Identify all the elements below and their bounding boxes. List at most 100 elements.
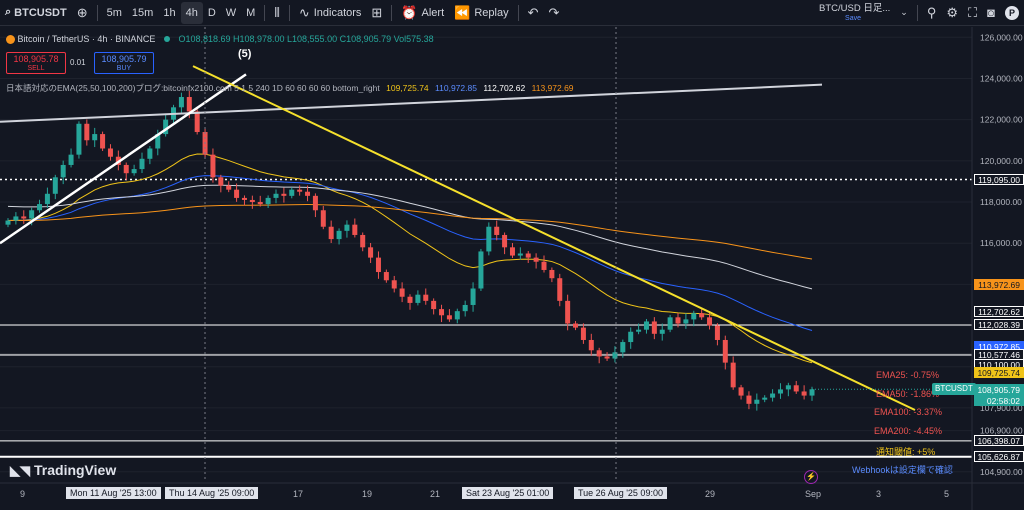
candle-body (123, 164, 129, 174)
candle-body (738, 387, 744, 396)
layout-button[interactable]: BTC/USD 日足... Save (814, 2, 895, 24)
publish-button[interactable]: P (1000, 2, 1024, 24)
candle-body (383, 272, 389, 281)
price-label: 112,028.39 (974, 319, 1024, 331)
candle-body (541, 261, 547, 270)
candle-body (107, 148, 113, 157)
undo-icon: ↶ (527, 4, 539, 20)
x-tick-label: 29 (705, 489, 716, 499)
candle-body (13, 216, 19, 221)
fullscreen-button[interactable]: ⛶ (963, 2, 982, 24)
y-tick-label: 124,000.00 (980, 73, 1023, 83)
templates-button[interactable]: ⊞ (366, 2, 387, 24)
undo-button[interactable]: ↶ (523, 2, 544, 24)
settings-button[interactable]: ⚙ (941, 2, 963, 24)
alert-label: Alert (421, 6, 445, 19)
search-icon: ⌕ (5, 6, 12, 18)
candle-body (336, 230, 342, 240)
candle-body (29, 210, 35, 219)
candle-body (707, 317, 713, 326)
x-tick-label: Mon 11 Aug '25 13:00 (66, 487, 161, 499)
candle-body (186, 97, 192, 112)
candle-body (628, 331, 634, 343)
current-symbol-tag: BTCUSDT (932, 383, 976, 396)
buy-button[interactable]: 108,905.79 BUY (94, 52, 154, 74)
interval-15m[interactable]: 15m (131, 6, 154, 19)
replay-button[interactable]: ⏪ Replay (449, 2, 513, 24)
candle-body (777, 389, 783, 394)
camera-icon: ◙ (987, 5, 995, 20)
candle-body (612, 352, 618, 359)
candle-body (155, 134, 161, 149)
brand-text: TradingView (34, 462, 117, 478)
wave-label: (5) (238, 48, 252, 60)
interval-5m[interactable]: 5m (106, 6, 122, 19)
candle-body (60, 164, 66, 178)
indicators-icon: ∿ (298, 4, 310, 20)
snapshot-button[interactable]: ◙ (982, 2, 1000, 24)
x-tick-label: 19 (362, 489, 373, 499)
candle-body (139, 158, 145, 170)
interval-4h[interactable]: 4h (180, 1, 203, 24)
y-tick-label: 126,000.00 (980, 32, 1023, 42)
chart-type-button[interactable]: ⫴ (269, 2, 284, 24)
candle-body (675, 317, 681, 324)
candle-body (683, 319, 689, 324)
candle-body (667, 317, 673, 330)
symbol-search-button[interactable]: ⌕ BTCUSDT (0, 2, 72, 24)
upper-channel-line (0, 83, 823, 123)
candle-body (297, 189, 303, 192)
indicator-value-ema200: 113,972.69 (531, 83, 574, 93)
candle-body (494, 226, 500, 235)
trend-drawings[interactable] (0, 27, 972, 480)
interval-d[interactable]: D (207, 6, 216, 19)
spread-value: 0.01 (70, 58, 86, 67)
candle-body (801, 391, 807, 396)
candle-body (21, 216, 27, 219)
chevron-down-icon: ⌄ (900, 7, 908, 17)
indicator-legend[interactable]: 日本語対応のEMA(25,50,100,200)ブログ:bitcoinfx210… (6, 82, 574, 94)
interval-m[interactable]: M (246, 6, 256, 19)
candles-icon: ⫴ (274, 4, 280, 20)
candle-body (770, 393, 776, 398)
x-tick-label: 5 (944, 489, 950, 499)
candle-body (462, 304, 468, 312)
y-tick-label: 104,900.00 (980, 467, 1023, 477)
interval-w[interactable]: W (225, 6, 237, 19)
candle-body (714, 325, 720, 340)
price-axis[interactable]: 104,900.00106,900.00107,900.00110,000.00… (971, 27, 1024, 510)
candle-body (502, 234, 508, 248)
redo-icon: ↷ (548, 4, 560, 20)
ema200-line (7, 204, 813, 260)
sell-button[interactable]: 108,905.78 SELL (6, 52, 66, 74)
candle-body (730, 362, 736, 388)
candle-body (344, 224, 350, 231)
quick-search-button[interactable]: ⚲ (922, 2, 942, 24)
price-label: 106,398.07 (974, 435, 1024, 447)
publish-icon: P (1005, 5, 1019, 20)
x-tick-label: 17 (293, 489, 304, 499)
lightning-icon[interactable]: ⚡ (804, 470, 818, 484)
compare-symbol-button[interactable]: ⊕ (72, 2, 93, 24)
alert-button[interactable]: ⏰ Alert (396, 2, 449, 24)
indicators-button[interactable]: ∿ Indicators (294, 2, 367, 24)
candle-body (68, 154, 74, 165)
y-tick-label: 118,000.00 (980, 197, 1022, 207)
indicators-label: Indicators (313, 6, 362, 19)
candle-body (691, 313, 697, 320)
candle-body (533, 257, 539, 262)
layout-dropdown-button[interactable]: ⌄ (895, 2, 913, 24)
redo-button[interactable]: ↷ (543, 2, 564, 24)
interval-1h[interactable]: 1h (163, 6, 176, 19)
candle-body (352, 224, 358, 235)
candle-body (588, 339, 594, 351)
candle-body (754, 399, 760, 404)
x-tick-label: Thu 14 Aug '25 09:00 (165, 487, 259, 499)
y-tick-label: 106,900.00 (980, 426, 1023, 436)
candle-body (596, 350, 602, 357)
price-chart[interactable]: 104,900.00106,900.00107,900.00110,000.00… (0, 27, 1024, 510)
x-tick-label: 21 (430, 489, 441, 499)
layout-save-status: Save (845, 14, 861, 22)
candle-body (659, 329, 665, 334)
toolbar-divider (96, 4, 98, 21)
